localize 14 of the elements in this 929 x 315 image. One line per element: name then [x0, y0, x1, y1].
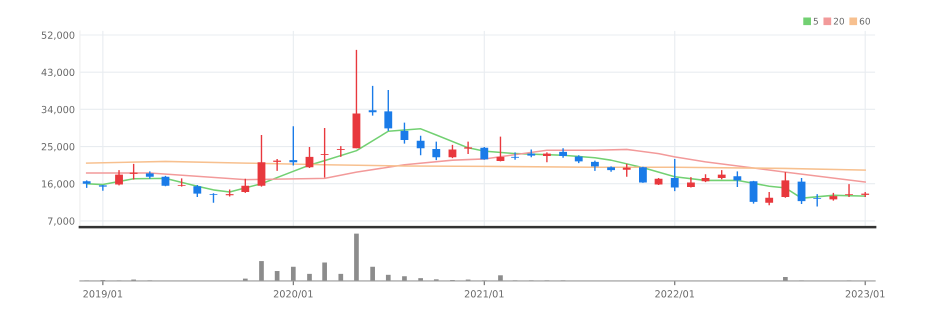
y-tick-label: 34,000 — [42, 106, 74, 114]
x-tick-label: 2019/01 — [83, 290, 122, 298]
y-tick-label: 25,000 — [42, 143, 74, 152]
legend-label: 60 — [860, 18, 870, 25]
y-tick-label: 52,000 — [42, 31, 74, 40]
y-tick-label: 7,000 — [48, 217, 74, 226]
legend-label: 20 — [834, 18, 844, 25]
x-tick-label: 2023/01 — [846, 290, 884, 298]
x-tick-label: 2021/01 — [464, 290, 504, 298]
y-tick-label: 43,000 — [41, 68, 74, 78]
y-tick-label: 16,000 — [42, 180, 74, 189]
x-tick-label: 2022/01 — [655, 290, 694, 298]
x-tick-label: 2020/01 — [274, 290, 313, 298]
legend-label: 5 — [814, 18, 818, 25]
